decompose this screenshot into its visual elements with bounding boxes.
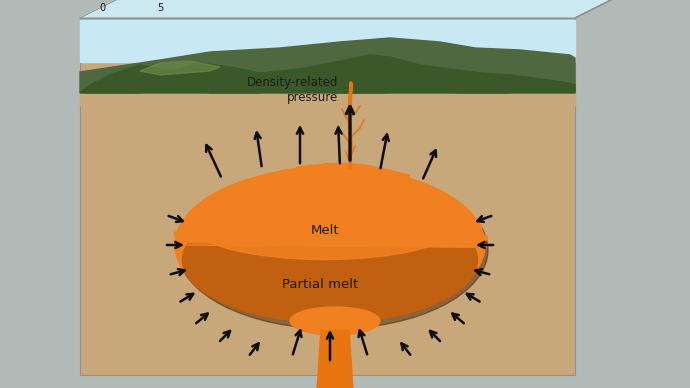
Polygon shape [290, 321, 380, 329]
Text: Partial melt: Partial melt [282, 279, 358, 291]
Polygon shape [80, 38, 575, 93]
Ellipse shape [178, 171, 488, 329]
Ellipse shape [175, 168, 485, 322]
Ellipse shape [190, 213, 470, 321]
Polygon shape [80, 20, 575, 62]
Text: 0: 0 [99, 3, 105, 13]
Text: Melt: Melt [310, 223, 339, 237]
Polygon shape [80, 18, 575, 375]
Polygon shape [80, 55, 575, 93]
Polygon shape [80, 0, 625, 18]
Ellipse shape [290, 307, 380, 335]
Polygon shape [575, 0, 625, 18]
Ellipse shape [182, 197, 477, 322]
Text: Density-related
pressure: Density-related pressure [246, 76, 338, 104]
Polygon shape [140, 61, 220, 75]
Ellipse shape [195, 194, 455, 260]
Polygon shape [317, 329, 353, 388]
Text: 5: 5 [157, 3, 163, 13]
Polygon shape [175, 163, 488, 248]
